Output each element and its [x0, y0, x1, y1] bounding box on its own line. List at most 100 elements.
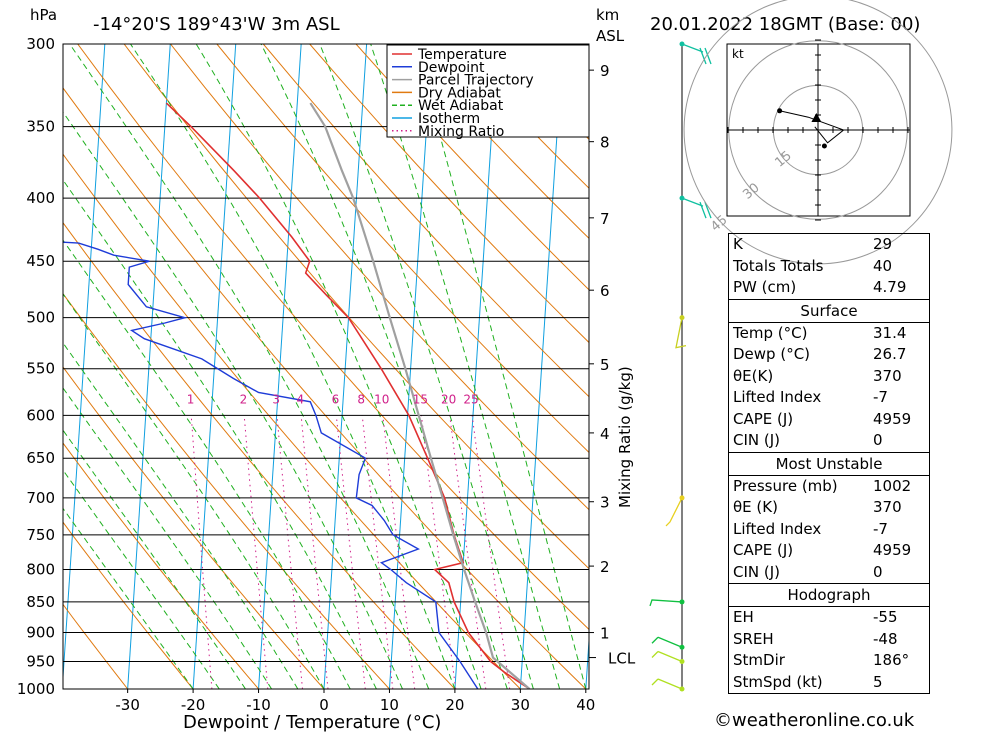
index-row: CIN (J) 0	[729, 562, 929, 584]
wet-adiabat-line	[63, 239, 351, 689]
temperature-tick-label: 20	[445, 696, 464, 714]
index-row: K 29	[729, 234, 929, 256]
index-row: PW (cm) 4.79	[729, 277, 929, 299]
km-unit-label: km	[596, 6, 619, 24]
dry-adiabat-line	[216, 44, 589, 454]
parcel-trajectory-line	[309, 102, 531, 689]
wind-barb	[681, 197, 712, 219]
index-label: Pressure (mb)	[733, 476, 838, 495]
isotherm-line	[651, 44, 694, 689]
storm-motion-marker	[811, 113, 822, 122]
temperature-axis-labels: -30 -20 -10 0 10 20 30 40	[115, 689, 595, 714]
datetime-title: 20.01.2022 18GMT (Base: 00)	[650, 14, 920, 35]
isotherm-line	[63, 44, 106, 685]
mixing-ratio-line	[243, 415, 269, 689]
wind-barb	[651, 636, 683, 648]
pressure-tick-label: 550	[26, 360, 55, 378]
km-axis: 1 2 3 4 5 6 7 8 9 LCL	[588, 44, 636, 689]
index-label: CAPE (J)	[733, 409, 794, 428]
pressure-tick-label: 450	[26, 252, 55, 270]
copyright-link[interactable]: ©weatheronline.co.uk	[714, 710, 915, 731]
mixing-ratio-tick-label: 3	[272, 392, 280, 406]
pressure-tick-label: 800	[26, 560, 55, 578]
location-title: -14°20'S 189°43'W 3m ASL	[93, 14, 340, 35]
hodograph-unit: kt	[732, 47, 744, 61]
mixing-ratio-axis-title: Mixing Ratio (g/kg)	[616, 366, 634, 508]
wind-barb	[681, 43, 712, 65]
indices-table: K 29 Totals Totals 40 PW (cm) 4.79 Surface Te…	[728, 233, 930, 694]
hodograph-indices: EH -55 SREH -48 StmDir 186° StmSpd (kt) 5	[729, 606, 929, 693]
index-label: StmSpd (kt)	[733, 672, 823, 691]
surface-title: Surface	[729, 298, 929, 322]
index-value: 186°	[873, 651, 910, 669]
surface-indices: Temp (°C) 31.4 Dewp (°C) 26.7 θE(K) 370 Lifted…	[729, 321, 929, 452]
mixing-ratio-line	[361, 415, 394, 689]
index-row: StmDir 186°	[729, 650, 929, 672]
pressure-axis-labels: 300 350 400 450 500 550 600 650 700 750 800 850 900 9…	[17, 35, 55, 698]
pressure-tick-label: 300	[26, 35, 55, 53]
wet-adiabat-line	[414, 44, 587, 689]
index-label: EH	[733, 608, 754, 626]
temperature-tick-label: -10	[246, 696, 271, 714]
dewpoint-line	[63, 241, 479, 689]
km-tick-label: 5	[600, 356, 610, 374]
km-tick-label: 1	[600, 625, 610, 643]
most-unstable-title: Most Unstable	[729, 451, 929, 475]
mixing-ratio-tick-label: 4	[296, 392, 304, 406]
hodograph-indices-title: Hodograph	[729, 583, 929, 606]
index-value: 370	[873, 366, 902, 385]
isotherm-line	[454, 44, 499, 689]
mixing-ratio-tick-label: 1	[187, 392, 195, 406]
index-value: 31.4	[873, 323, 907, 342]
mixing-ratio-tick-label: 6	[332, 392, 340, 406]
isotherm-line	[258, 44, 302, 689]
km-tick-label: 2	[600, 558, 610, 576]
dry-adiabat-line	[309, 44, 589, 344]
temperature-tick-label: -20	[181, 696, 206, 714]
index-value: 0	[873, 431, 883, 449]
index-label: PW (cm)	[733, 278, 797, 296]
mixing-ratio-labels: 1 2 3 4 6 8 10 15 20 25	[187, 392, 479, 406]
temperature-tick-label: 40	[576, 696, 595, 714]
mixing-ratio-tick-label: 8	[357, 392, 365, 406]
pressure-tick-label: 700	[26, 489, 55, 507]
pressure-tick-label: 500	[26, 309, 55, 327]
index-value: -7	[873, 519, 888, 538]
index-label: Totals Totals	[733, 256, 824, 275]
dry-adiabat-line	[63, 153, 521, 689]
temperature-tick-label: 10	[380, 696, 399, 714]
isotherm-line	[323, 44, 368, 689]
isobar-lines	[63, 43, 589, 690]
hodograph-start-dot	[821, 143, 827, 149]
pressure-tick-label: 750	[26, 526, 55, 544]
wet-adiabat-line	[63, 507, 194, 689]
index-row: CAPE (J) 4959	[729, 540, 929, 562]
km-tick-label: 6	[600, 282, 610, 300]
mixing-ratio-tick-label: 20	[441, 392, 456, 406]
hodograph-trace	[779, 110, 845, 144]
general-indices: K 29 Totals Totals 40 PW (cm) 4.79	[729, 234, 929, 299]
wet-adiabat-line	[63, 111, 403, 689]
index-label: CIN (J)	[733, 562, 781, 581]
mixing-ratio-tick-label: 10	[374, 392, 389, 406]
asl-unit-label: ASL	[596, 27, 625, 45]
legend-entry: Parcel Trajectory	[418, 73, 534, 89]
km-tick-label: 4	[600, 425, 610, 443]
index-value: 0	[873, 562, 883, 581]
wind-barb	[651, 650, 683, 663]
index-value: 1002	[873, 476, 912, 495]
km-tick-label: 8	[600, 134, 610, 152]
index-row: θE (K) 370	[729, 497, 929, 519]
dry-adiabat-line	[63, 521, 194, 689]
pressure-tick-label: 600	[26, 406, 55, 424]
isotherm-line	[519, 44, 564, 689]
index-value: 370	[873, 498, 902, 516]
wet-adiabat-line	[370, 44, 561, 689]
x-axis-title: Dewpoint / Temperature (°C)	[183, 712, 441, 733]
legend-entry: Temperature	[417, 47, 507, 63]
km-tick-label: 3	[600, 494, 610, 512]
pressure-tick-label: 850	[26, 593, 55, 611]
index-value: -48	[873, 629, 898, 648]
km-tick-label: 7	[600, 210, 610, 228]
index-row: CIN (J) 0	[729, 430, 929, 452]
